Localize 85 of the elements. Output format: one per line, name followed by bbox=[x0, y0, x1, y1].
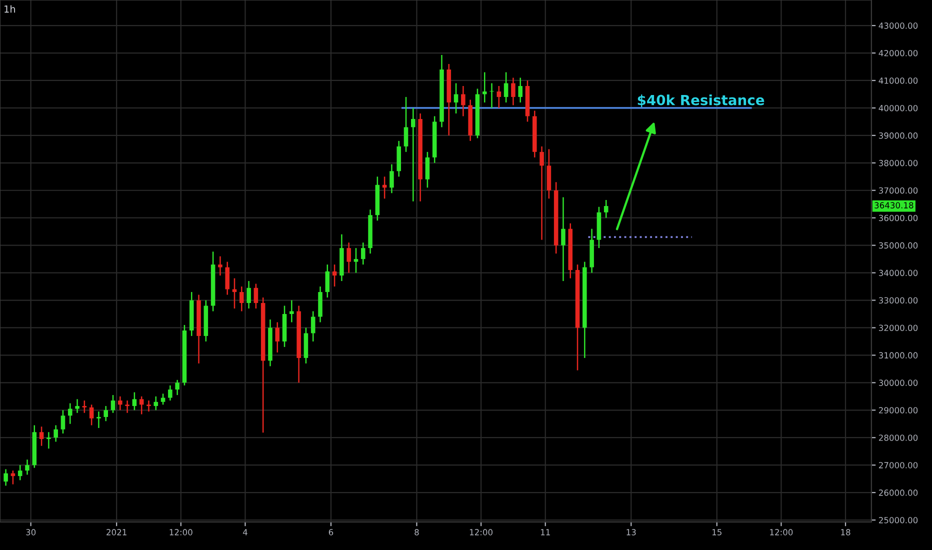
x-tick-label: 12:00 bbox=[770, 529, 793, 536]
candlestick bbox=[310, 310, 316, 342]
candlestick bbox=[82, 400, 87, 414]
candlestick bbox=[561, 196, 566, 282]
candlestick bbox=[54, 424, 58, 442]
candlestick bbox=[225, 261, 230, 296]
candlestick bbox=[390, 164, 394, 194]
candlestick bbox=[504, 72, 508, 104]
text: 36430.18 bbox=[874, 202, 914, 208]
candlestick bbox=[125, 400, 130, 414]
candlestick bbox=[110, 394, 116, 414]
candlestick bbox=[46, 431, 51, 450]
x-tick-label: 11 bbox=[540, 529, 550, 536]
y-tick-label: 25000.00 bbox=[878, 517, 918, 524]
y-tick-label: 32000.00 bbox=[879, 324, 918, 332]
x-tick-label: 12:00 bbox=[170, 529, 192, 536]
y-tick-label: 36000.00 bbox=[879, 214, 918, 222]
candlestick bbox=[68, 402, 72, 425]
candlestick bbox=[254, 283, 258, 310]
candlestick bbox=[96, 410, 101, 429]
candlestick bbox=[425, 151, 430, 188]
y-tick-label: 35000.00 bbox=[879, 242, 918, 249]
x-tick-label: 2021 bbox=[106, 529, 126, 536]
candlestick bbox=[325, 264, 330, 298]
y-tick-label: 26000.00 bbox=[878, 490, 918, 496]
candlestick bbox=[104, 405, 108, 422]
candlestick bbox=[75, 398, 80, 414]
candlestick bbox=[168, 384, 172, 402]
x-tick-label: 30 bbox=[26, 529, 36, 536]
candlestick bbox=[354, 247, 358, 274]
y-tick-label: 38000.00 bbox=[879, 160, 918, 166]
candlestick bbox=[4, 468, 8, 486]
x-tick-label: 4 bbox=[242, 529, 248, 536]
y-tick-label: 39000.00 bbox=[879, 132, 918, 139]
candlestick bbox=[540, 146, 544, 240]
x-tick-label: 13 bbox=[626, 529, 636, 536]
x-tick-label: 6 bbox=[328, 529, 334, 536]
candlestick bbox=[139, 396, 144, 415]
candlestick bbox=[404, 96, 408, 153]
y-tick-label: 37000.00 bbox=[879, 187, 918, 194]
candlestick bbox=[496, 85, 502, 109]
chart-title: 1h bbox=[4, 5, 16, 13]
candlestick bbox=[511, 77, 516, 106]
y-tick-label: 42000.00 bbox=[878, 50, 918, 56]
y-tick-label: 31000.00 bbox=[879, 352, 918, 358]
x-tick-label: 18 bbox=[841, 529, 850, 536]
candlestick bbox=[246, 280, 251, 310]
candlestick bbox=[60, 410, 66, 434]
x-tick-label: 15 bbox=[712, 529, 722, 536]
candlestick bbox=[346, 242, 351, 274]
candlestick bbox=[175, 379, 180, 396]
candlestick bbox=[275, 322, 280, 354]
candlestick bbox=[39, 426, 44, 446]
candlestick bbox=[454, 82, 458, 114]
x-tick-label: 8 bbox=[414, 529, 419, 536]
candlestick bbox=[160, 393, 166, 406]
candlestick bbox=[218, 256, 222, 276]
candlestick bbox=[132, 392, 137, 411]
candlestick bbox=[411, 107, 416, 202]
y-tick-label: 43000.00 bbox=[878, 22, 918, 29]
candlestick bbox=[518, 77, 522, 104]
candlestick bbox=[18, 464, 22, 481]
candlestick bbox=[461, 85, 466, 117]
y-tick-label: 28000.00 bbox=[878, 434, 918, 441]
y-tick-label: 30000.00 bbox=[879, 380, 918, 386]
candlestick bbox=[604, 199, 608, 218]
y-tick-label: 27000.00 bbox=[878, 462, 918, 468]
y-tick-label: 40000.00 bbox=[878, 104, 918, 112]
candlestick bbox=[290, 300, 294, 323]
y-tick-label: 33000.00 bbox=[879, 297, 918, 304]
candlestick bbox=[332, 264, 337, 288]
y-tick-label: 41000.00 bbox=[878, 77, 918, 84]
candlestick bbox=[360, 242, 366, 266]
y-tick-label: 34000.00 bbox=[879, 270, 918, 276]
candlestick bbox=[482, 72, 487, 104]
y-tick-label: 29000.00 bbox=[878, 407, 918, 414]
candlestick bbox=[490, 82, 494, 109]
candlestick bbox=[146, 400, 151, 412]
candlestick bbox=[239, 286, 244, 312]
x-tick-label: 12:00 bbox=[470, 529, 492, 536]
candlestick bbox=[89, 404, 94, 426]
annotation: $40k Resistance bbox=[638, 94, 764, 108]
candlestick bbox=[154, 396, 158, 411]
candlestick bbox=[25, 458, 30, 476]
candlestick bbox=[118, 396, 122, 411]
